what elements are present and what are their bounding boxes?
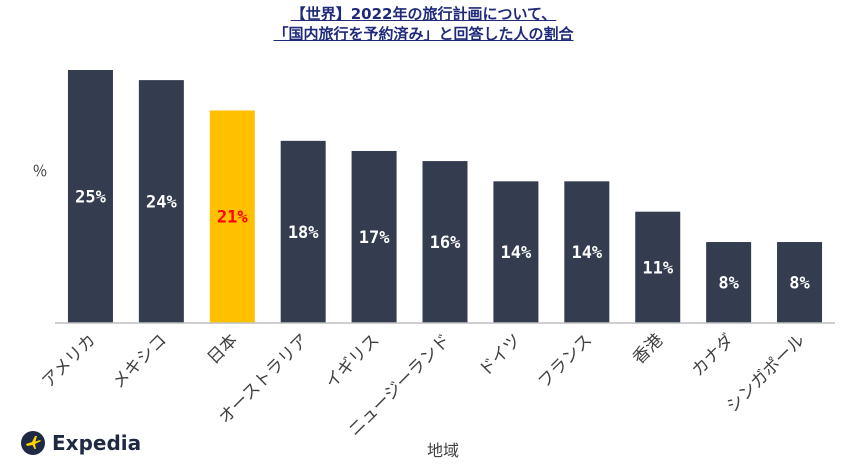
y-axis-label: ％ bbox=[32, 162, 47, 180]
chart-title-line-2: 「国内旅行を予約済み」と回答した人の割合 bbox=[273, 25, 574, 43]
bar bbox=[564, 181, 610, 323]
data-label: 11% bbox=[642, 258, 673, 278]
data-label: 25% bbox=[75, 188, 106, 208]
data-label: 17% bbox=[359, 228, 390, 248]
category-tick-label: ドイツ bbox=[475, 330, 525, 380]
brand-name: Expedia bbox=[52, 431, 142, 455]
category-tick-label: フランス bbox=[534, 330, 596, 392]
data-label: 8% bbox=[789, 274, 810, 294]
data-label: 14% bbox=[501, 243, 532, 263]
data-label: 24% bbox=[146, 193, 177, 213]
airplane-logo-icon bbox=[21, 431, 45, 455]
category-tick-label: 香港 bbox=[629, 330, 667, 368]
bar bbox=[422, 161, 468, 323]
chart-title-line-1: 【世界】2022年の旅行計画について、 bbox=[290, 5, 557, 23]
chart-title: 【世界】2022年の旅行計画について、 「国内旅行を予約済み」と回答した人の割合 bbox=[0, 4, 847, 44]
data-label: 21% bbox=[217, 208, 248, 228]
bar bbox=[280, 140, 326, 323]
category-tick-label: アメリカ bbox=[38, 330, 100, 392]
category-tick-label: イギリス bbox=[321, 330, 383, 392]
bar bbox=[706, 242, 752, 323]
brand-logo: Expedia bbox=[20, 430, 141, 456]
bar bbox=[493, 181, 539, 323]
data-label: 16% bbox=[430, 233, 461, 253]
bar bbox=[777, 242, 823, 323]
data-label: 14% bbox=[571, 243, 602, 263]
category-tick-label: カナダ bbox=[688, 330, 738, 380]
bar bbox=[635, 211, 681, 323]
bar bbox=[138, 80, 184, 324]
category-tick-label: 日本 bbox=[204, 330, 242, 368]
category-tick-label: メキシコ bbox=[109, 330, 171, 392]
data-label: 8% bbox=[718, 274, 739, 294]
bar bbox=[67, 70, 113, 323]
x-axis-label: 地域 bbox=[427, 441, 459, 460]
bar bbox=[351, 150, 397, 323]
bar bbox=[209, 110, 255, 323]
data-label: 18% bbox=[288, 223, 319, 243]
